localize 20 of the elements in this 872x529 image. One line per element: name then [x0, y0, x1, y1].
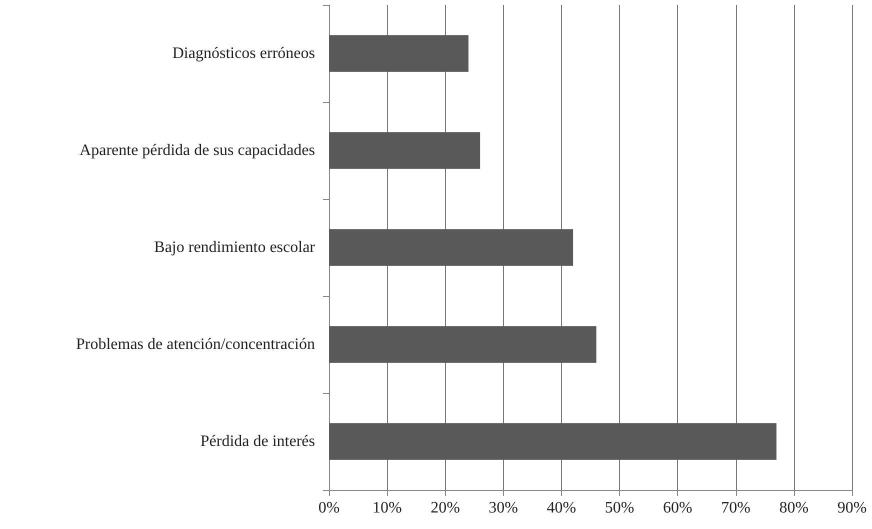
- y-tick-label: Diagnósticos erróneos: [172, 45, 315, 62]
- y-tick-label: Problemas de atención/concentración: [76, 336, 315, 353]
- x-tick-label: 10%: [372, 500, 402, 516]
- x-tick-label: 50%: [604, 500, 634, 516]
- bar: [329, 423, 776, 460]
- x-tick-label: 20%: [430, 500, 460, 516]
- x-tick-label: 40%: [546, 500, 576, 516]
- y-tick-label: Pérdida de interés: [200, 433, 315, 450]
- bar: [329, 326, 596, 363]
- y-tick-label: Bajo rendimiento escolar: [154, 239, 316, 256]
- bar: [329, 229, 574, 266]
- y-tick-label: Aparente pérdida de sus capacidades: [80, 142, 315, 159]
- x-tick-label: 80%: [779, 500, 809, 516]
- x-tick-label: 60%: [663, 500, 692, 516]
- x-tick-label: 0%: [318, 500, 340, 516]
- x-tick-label: 70%: [721, 500, 750, 516]
- x-tick-label: 90%: [837, 500, 867, 516]
- bar: [329, 35, 468, 72]
- x-tick-label: 30%: [488, 500, 518, 516]
- bar: [329, 132, 480, 169]
